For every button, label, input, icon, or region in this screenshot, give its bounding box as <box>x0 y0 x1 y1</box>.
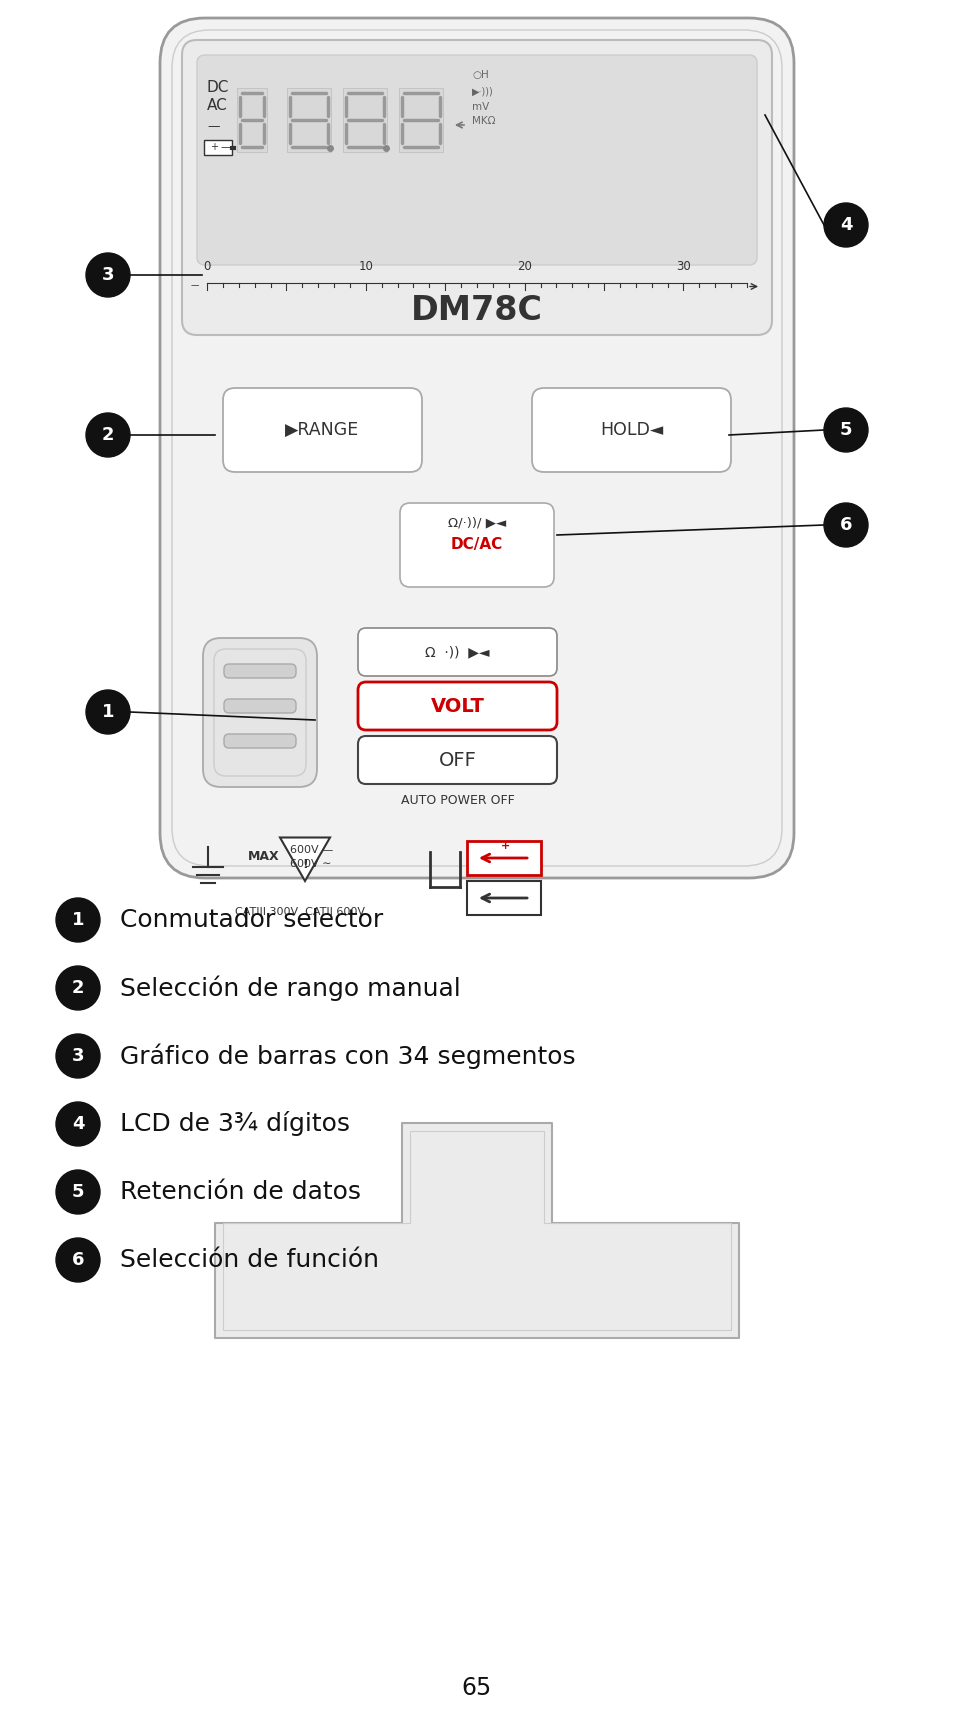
Text: 6: 6 <box>71 1251 84 1270</box>
FancyBboxPatch shape <box>224 663 295 679</box>
Circle shape <box>56 899 100 941</box>
Text: 600V ∼: 600V ∼ <box>290 859 331 869</box>
Circle shape <box>56 1101 100 1146</box>
FancyBboxPatch shape <box>467 881 540 916</box>
Text: 4: 4 <box>71 1115 84 1132</box>
FancyBboxPatch shape <box>357 682 557 730</box>
Text: ▶·))): ▶·))) <box>472 86 494 96</box>
Text: —: — <box>191 282 199 290</box>
Text: 30: 30 <box>676 259 690 273</box>
Text: 65: 65 <box>461 1677 492 1701</box>
Text: 6: 6 <box>839 515 851 534</box>
Text: 3: 3 <box>71 1046 84 1065</box>
Text: CATIII 300V  CATII 600V: CATIII 300V CATII 600V <box>234 907 365 917</box>
FancyBboxPatch shape <box>182 40 771 335</box>
Text: 20: 20 <box>517 259 532 273</box>
FancyBboxPatch shape <box>236 88 267 151</box>
Text: Retención de datos: Retención de datos <box>120 1180 360 1204</box>
Circle shape <box>823 203 867 247</box>
FancyBboxPatch shape <box>204 139 232 155</box>
Text: MAX: MAX <box>248 850 279 864</box>
FancyBboxPatch shape <box>224 734 295 747</box>
Circle shape <box>823 407 867 452</box>
Text: 3: 3 <box>102 266 114 283</box>
Circle shape <box>56 1034 100 1077</box>
Text: 1: 1 <box>71 911 84 929</box>
Circle shape <box>56 1239 100 1282</box>
Text: —: — <box>207 120 219 134</box>
Text: Ω/·))/ ▶◄: Ω/·))/ ▶◄ <box>447 517 506 529</box>
Circle shape <box>56 1170 100 1215</box>
Polygon shape <box>214 1124 739 1338</box>
Text: 5: 5 <box>71 1184 84 1201</box>
FancyBboxPatch shape <box>357 735 557 783</box>
Text: AUTO POWER OFF: AUTO POWER OFF <box>400 794 514 806</box>
Text: DM78C: DM78C <box>411 294 542 326</box>
Text: !: ! <box>302 857 308 871</box>
Polygon shape <box>280 837 330 881</box>
FancyBboxPatch shape <box>160 17 793 878</box>
Circle shape <box>823 503 867 546</box>
Circle shape <box>86 691 130 734</box>
Text: ▶RANGE: ▶RANGE <box>285 421 359 440</box>
FancyBboxPatch shape <box>196 55 757 265</box>
Circle shape <box>86 412 130 457</box>
Text: —: — <box>221 143 231 151</box>
Text: LCD de 3¾ dígitos: LCD de 3¾ dígitos <box>120 1112 350 1137</box>
Text: VOLT: VOLT <box>430 696 484 715</box>
Text: Selección de rango manual: Selección de rango manual <box>120 976 460 1002</box>
Text: +: + <box>501 842 510 850</box>
Text: 600V —: 600V — <box>290 845 333 856</box>
Text: 2: 2 <box>102 426 114 443</box>
Text: +: + <box>210 143 218 151</box>
Text: MKΩ: MKΩ <box>472 117 495 125</box>
Circle shape <box>86 253 130 297</box>
Text: Gráfico de barras con 34 segmentos: Gráfico de barras con 34 segmentos <box>120 1043 575 1069</box>
Text: 4: 4 <box>839 216 851 234</box>
FancyBboxPatch shape <box>287 88 331 151</box>
Text: DC/AC: DC/AC <box>451 538 502 553</box>
FancyBboxPatch shape <box>224 699 295 713</box>
Text: Selección de función: Selección de función <box>120 1247 378 1271</box>
Text: 5: 5 <box>839 421 851 440</box>
Text: OFF: OFF <box>438 751 476 770</box>
FancyBboxPatch shape <box>203 637 316 787</box>
Text: DC: DC <box>207 79 229 94</box>
Text: Ω  ·))  ▶◄: Ω ·)) ▶◄ <box>425 644 489 660</box>
FancyBboxPatch shape <box>467 842 540 874</box>
FancyBboxPatch shape <box>532 388 730 472</box>
FancyBboxPatch shape <box>398 88 442 151</box>
Text: 1: 1 <box>102 703 114 722</box>
Text: mV: mV <box>472 101 489 112</box>
Text: 0: 0 <box>203 259 211 273</box>
Text: Conmutador selector: Conmutador selector <box>120 909 383 931</box>
Text: HOLD◄: HOLD◄ <box>599 421 662 440</box>
Text: 2: 2 <box>71 979 84 996</box>
FancyBboxPatch shape <box>343 88 387 151</box>
FancyBboxPatch shape <box>223 388 421 472</box>
FancyBboxPatch shape <box>357 629 557 675</box>
Circle shape <box>56 966 100 1010</box>
Text: 10: 10 <box>358 259 373 273</box>
Text: ○H: ○H <box>472 70 488 81</box>
FancyBboxPatch shape <box>399 503 554 588</box>
Text: AC: AC <box>207 98 228 112</box>
